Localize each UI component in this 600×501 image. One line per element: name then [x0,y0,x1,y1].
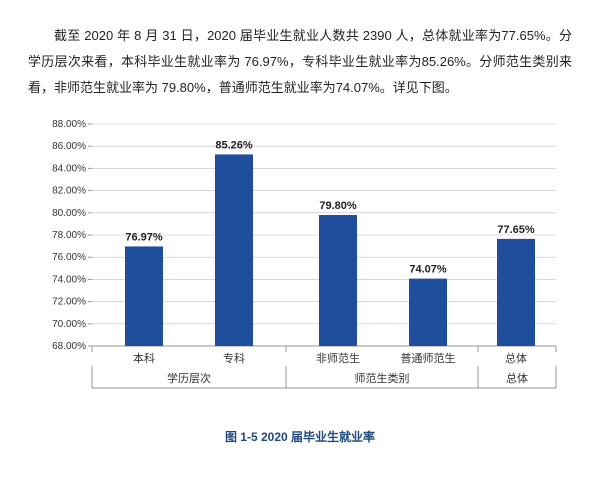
bar-value-label: 76.97% [125,231,163,243]
chart-caption: 图 1-5 2020 届毕业生就业率 [28,428,572,445]
y-tick-label: 74.00% [52,274,86,285]
chart-svg: 68.00% 70.00% 72.00% 74.00% 76.00% 78.00% 80.0… [36,114,564,414]
bar [409,279,447,346]
y-tick-label: 70.00% [52,319,86,330]
y-tick-label: 86.00% [52,141,86,152]
y-tick-label: 68.00% [52,341,86,352]
y-tick-label: 78.00% [52,230,86,241]
group-label: 师范生类别 [355,371,410,385]
category-label: 非师范生 [316,351,360,365]
y-tick-label: 88.00% [52,119,86,130]
y-tick-label: 72.00% [52,297,86,308]
y-tick-label: 76.00% [52,252,86,263]
category-label: 本科 [133,351,155,365]
bar-value-label: 77.65% [497,224,535,236]
bar-value-label: 74.07% [409,264,447,276]
y-tick-label: 82.00% [52,186,86,197]
group-label: 总体 [506,371,528,385]
page: 截至 2020 年 8 月 31 日，2020 届毕业生就业人数共 2390 人… [0,0,600,501]
bar [319,215,357,346]
category-label: 总体 [505,351,527,365]
bar [497,239,535,346]
bar [215,154,253,346]
y-tick-label: 84.00% [52,163,86,174]
y-tick-label: 80.00% [52,208,86,219]
group-label: 学历层次 [167,371,211,385]
paragraph-text: 截至 2020 年 8 月 31 日，2020 届毕业生就业人数共 2390 人… [28,23,572,101]
employment-rate-chart: 68.00% 70.00% 72.00% 74.00% 76.00% 78.00% 80.0… [36,114,564,414]
bar-value-label: 85.26% [215,139,253,151]
category-label: 普通师范生 [401,351,456,365]
bar [125,246,163,346]
bar-value-label: 79.80% [319,200,357,212]
category-label: 专科 [223,351,245,365]
